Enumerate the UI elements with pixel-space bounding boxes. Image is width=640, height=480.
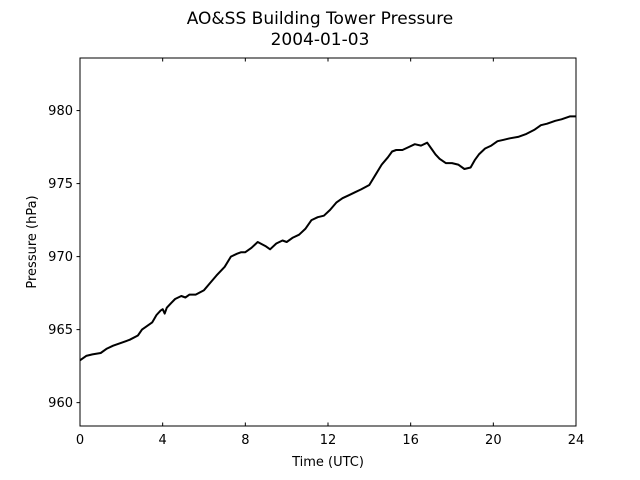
chart-title: AO&SS Building Tower Pressure [187, 9, 454, 29]
y-tick-label: 970 [48, 250, 73, 265]
x-axis-label: Time (UTC) [291, 455, 364, 470]
y-tick-label: 980 [48, 104, 73, 119]
axis-ticks: 0 4 8 12 16 20 24 960 965 970 975 980 [48, 58, 584, 448]
x-tick-label: 8 [241, 433, 249, 448]
y-tick-label: 975 [48, 177, 73, 192]
y-tick-label: 960 [48, 396, 73, 411]
plot-frame [79, 57, 577, 427]
pressure-series-line [79, 115, 576, 362]
chart-subtitle: 2004-01-03 [271, 30, 370, 50]
x-tick-label: 16 [402, 433, 419, 448]
x-tick-label: 12 [320, 433, 337, 448]
x-tick-label: 0 [76, 433, 84, 448]
x-tick-label: 24 [568, 433, 585, 448]
x-tick-label: 4 [159, 433, 167, 448]
y-axis-label: Pressure (hPa) [25, 195, 40, 288]
y-tick-label: 965 [48, 323, 73, 338]
x-tick-label: 20 [485, 433, 502, 448]
